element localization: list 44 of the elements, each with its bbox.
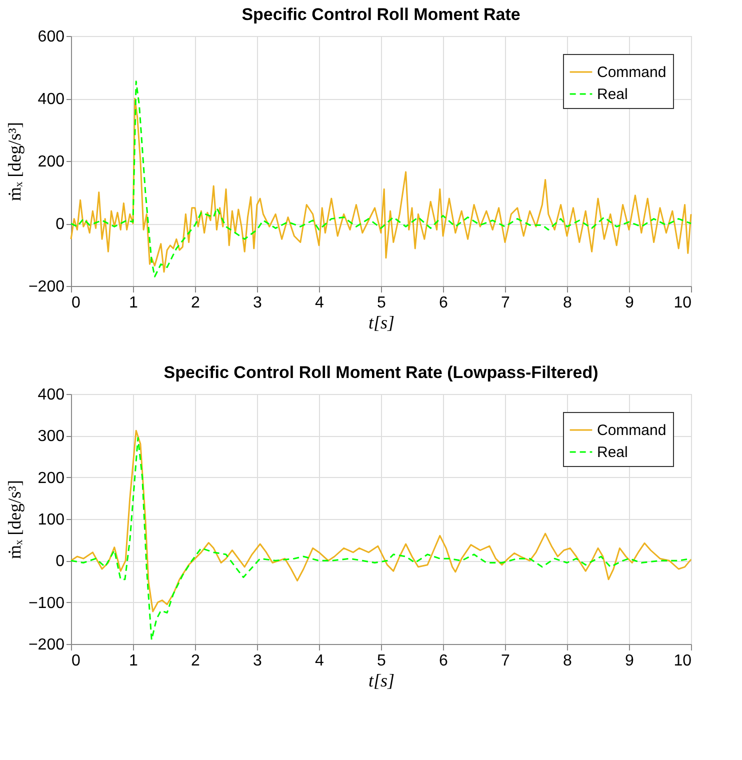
x-axis-title: t[s] xyxy=(368,670,395,690)
y-tick-label: 100 xyxy=(38,512,65,528)
y-tick-label: 0 xyxy=(56,553,65,570)
y-axis-title: ṁₓ [deg/s³] xyxy=(4,122,24,202)
y-tick-label: 300 xyxy=(38,428,65,446)
chart-title: Specific Control Roll Moment Rate xyxy=(242,5,520,24)
legend-label: Real xyxy=(597,86,628,103)
x-axis-title: t[s] xyxy=(368,312,395,332)
legend-label: Command xyxy=(597,422,666,439)
x-tick-label: 3 xyxy=(253,652,262,670)
x-tick-label: 8 xyxy=(563,294,572,312)
y-tick-label: 400 xyxy=(38,91,65,108)
y-tick-label: 200 xyxy=(38,154,65,170)
y-tick-label: 400 xyxy=(38,386,65,404)
y-tick-label: 200 xyxy=(38,470,65,487)
x-tick-label: 1 xyxy=(129,294,138,312)
y-axis-title: ṁₓ [deg/s³] xyxy=(4,480,24,560)
x-tick-label: 7 xyxy=(501,294,510,312)
x-tick-label: 6 xyxy=(439,294,448,312)
x-tick-label: 2 xyxy=(191,652,200,670)
y-tick-label: −200 xyxy=(28,636,65,654)
x-tick-label: 9 xyxy=(625,652,634,670)
x-tick-label: 3 xyxy=(253,294,262,312)
x-tick-label: 5 xyxy=(377,294,386,312)
x-tick-label: 4 xyxy=(315,294,324,312)
y-tick-label: 0 xyxy=(56,216,65,233)
chart-title: Specific Control Roll Moment Rate (Lowpass-Filtered) xyxy=(164,363,598,382)
legend-label: Command xyxy=(597,64,666,81)
x-tick-label: 10 xyxy=(674,652,692,670)
x-tick-label: 5 xyxy=(377,652,386,670)
x-tick-label: 10 xyxy=(674,294,692,312)
x-tick-label: 7 xyxy=(501,652,510,670)
y-tick-label: 600 xyxy=(38,28,65,46)
x-tick-label: 9 xyxy=(625,294,634,312)
legend-label: Real xyxy=(597,444,628,461)
x-tick-label: 2 xyxy=(191,294,200,312)
x-tick-label: 4 xyxy=(315,652,324,670)
x-tick-label: 6 xyxy=(439,652,448,670)
y-tick-label: −200 xyxy=(28,278,65,296)
x-tick-label: 0 xyxy=(72,652,80,670)
x-tick-label: 8 xyxy=(563,652,572,670)
x-tick-label: 0 xyxy=(72,294,80,312)
x-tick-label: 1 xyxy=(129,652,138,670)
y-tick-label: −100 xyxy=(28,594,65,612)
